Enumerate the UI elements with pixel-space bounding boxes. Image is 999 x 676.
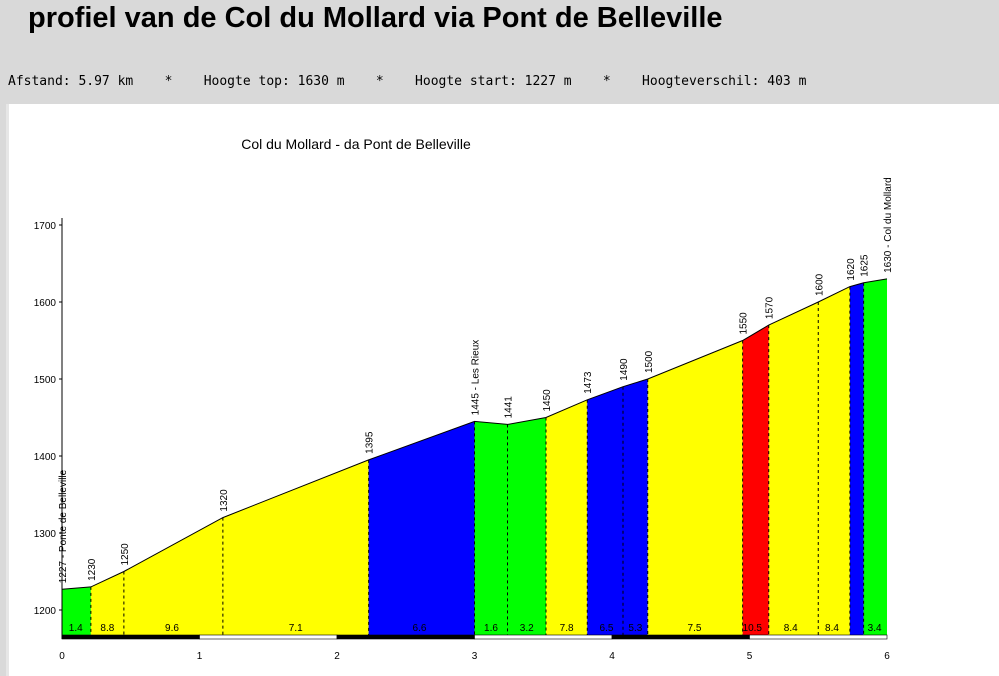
x-tick-label: 0 <box>59 651 65 662</box>
point-label: 1250 <box>120 543 131 566</box>
y-tick-label: 1500 <box>34 375 57 386</box>
gradient-label: 3.4 <box>868 623 882 634</box>
x-tick-label: 5 <box>747 651 753 662</box>
point-label: 1445 - Les Rieux <box>471 340 482 416</box>
height-diff-label: Hoogteverschil: <box>642 74 760 89</box>
gradient-label: 7.5 <box>688 623 702 634</box>
chart-title: Col du Mollard - da Pont de Belleville <box>241 136 471 152</box>
gradient-segment <box>474 417 546 635</box>
y-tick-label: 1700 <box>34 221 57 232</box>
gradient-label: 8.4 <box>825 623 839 634</box>
height-diff-value: 403 m <box>767 74 807 89</box>
start-height-label: Hoogte start: <box>415 74 517 89</box>
gradient-segment <box>863 278 887 635</box>
gradient-label: 1.6 <box>484 623 498 634</box>
gradient-segment <box>90 517 223 635</box>
point-label: 1450 <box>542 389 553 412</box>
gradient-segment <box>742 325 769 635</box>
gradient-segment <box>768 286 850 635</box>
x-tick-label: 4 <box>609 651 615 662</box>
point-label: 1320 <box>219 489 230 512</box>
gradient-segment <box>849 282 864 635</box>
gradient-label: 8.8 <box>100 623 114 634</box>
point-label: 1630 - Col du Mollard <box>883 177 894 273</box>
separator: * <box>375 74 384 89</box>
distance-value: 5.97 km <box>78 74 134 89</box>
start-height-value: 1227 m <box>524 74 572 89</box>
gradient-label: 6.6 <box>413 623 427 634</box>
gradient-label: 10.5 <box>743 623 763 634</box>
gradient-label: 6.5 <box>600 623 614 634</box>
x-tick-label: 2 <box>334 651 340 662</box>
point-label: 1550 <box>739 312 750 335</box>
gradient-segment <box>647 340 743 635</box>
gradient-label: 3.2 <box>520 623 534 634</box>
separator: * <box>602 74 611 89</box>
y-tick-label: 1400 <box>34 452 57 463</box>
top-height-value: 1630 m <box>297 74 345 89</box>
gradient-segment <box>222 459 369 635</box>
km-bar-block <box>749 634 888 640</box>
gradient-segment <box>546 399 588 635</box>
gradient-segment <box>587 379 648 635</box>
y-tick-label: 1300 <box>34 529 57 540</box>
point-label: 1620 <box>846 258 857 281</box>
gradient-label: 1.4 <box>69 623 83 634</box>
point-label: 1230 <box>87 558 98 581</box>
gradient-label: 7.1 <box>289 623 303 634</box>
x-tick-label: 1 <box>197 651 203 662</box>
point-label: 1500 <box>644 350 655 373</box>
stats-line: Afstand: 5.97 km * Hoogte top: 1630 m * … <box>8 74 806 89</box>
point-label: 1441 <box>504 396 515 419</box>
separator: * <box>164 74 173 89</box>
top-height-label: Hoogte top: <box>203 74 290 89</box>
gradient-label: 7.8 <box>560 623 574 634</box>
km-bar-block <box>199 634 338 640</box>
chart-panel: Col du Mollard - da Pont de Belleville 1… <box>6 104 999 676</box>
point-label: 1625 <box>860 254 871 277</box>
y-tick-label: 1600 <box>34 298 57 309</box>
gradient-segment <box>368 421 475 635</box>
y-tick-label: 1200 <box>34 606 57 617</box>
point-label: 1473 <box>583 371 594 394</box>
page-title: profiel van de Col du Mollard via Pont d… <box>28 2 723 34</box>
point-label: 1600 <box>814 273 825 296</box>
elevation-profile-chart: Col du Mollard - da Pont de Belleville 1… <box>34 136 894 662</box>
gradient-label: 9.6 <box>165 623 179 634</box>
point-label: 1227 - Ponte de Belleville <box>58 469 69 583</box>
km-bar-block <box>61 634 200 640</box>
x-tick-label: 3 <box>472 651 478 662</box>
point-label: 1490 <box>619 358 630 381</box>
profile-line <box>61 278 888 590</box>
x-tick-label: 6 <box>884 651 890 662</box>
gradient-segment <box>62 586 91 635</box>
point-label: 1395 <box>365 431 376 454</box>
point-label: 1570 <box>765 296 776 319</box>
gradient-label: 5.3 <box>628 623 642 634</box>
km-bar-block <box>611 634 750 640</box>
gradient-label: 8.4 <box>784 623 798 634</box>
km-bar-block <box>474 634 613 640</box>
distance-label: Afstand: <box>8 74 71 89</box>
km-bar-block <box>336 634 475 640</box>
